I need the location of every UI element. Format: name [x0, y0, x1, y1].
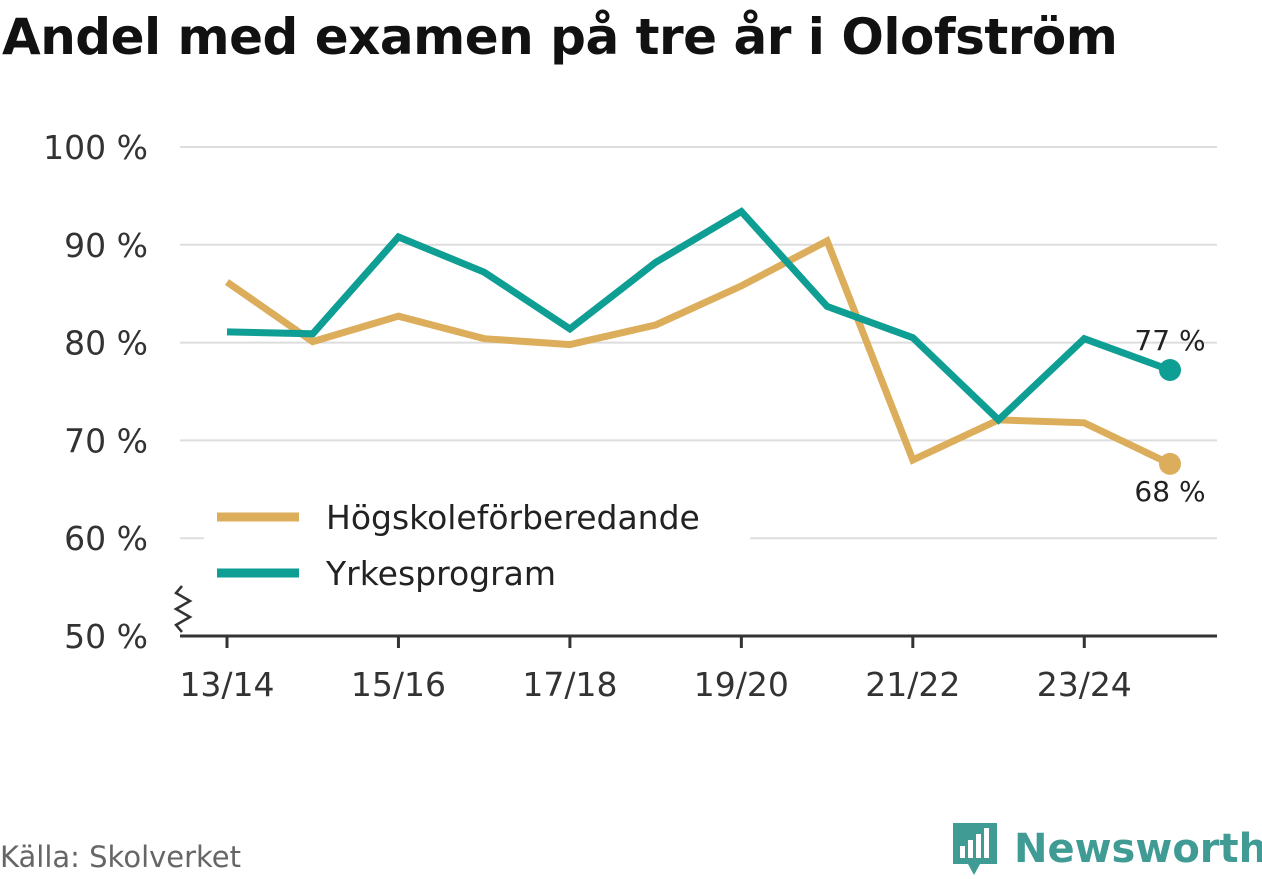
end-labels: 68 % 77 %: [1134, 324, 1205, 508]
brand-logo: Newsworthy: [950, 820, 1262, 878]
grid-lines: [180, 146, 1217, 540]
source-note: Källa: Skolverket: [0, 840, 242, 874]
legend-label: Högskoleförberedande: [326, 498, 700, 537]
chart-title: Andel med examen på tre år i Olofström: [2, 8, 1118, 66]
y-tick-label: 100 %: [43, 128, 148, 167]
x-tick-label: 15/16: [351, 665, 446, 704]
y-tick-label: 50 %: [64, 617, 148, 656]
x-tick-label: 19/20: [694, 665, 789, 704]
y-axis-tick-labels: 100 % 90 % 80 % 70 % 60 % 50 %: [43, 128, 148, 656]
end-value-label: 68 %: [1134, 475, 1205, 508]
legend-label: Yrkesprogram: [325, 554, 556, 593]
axis-break-icon: [173, 585, 193, 633]
end-point-marker: [1159, 452, 1181, 475]
series-lines: [225, 207, 1181, 475]
legend: Högskoleförberedande Yrkesprogram: [204, 492, 750, 593]
brand-name: Newsworthy: [1014, 826, 1262, 872]
end-value-label: 77 %: [1134, 324, 1205, 357]
y-tick-label: 80 %: [64, 324, 148, 363]
series-line: [225, 235, 1172, 468]
end-point-marker: [1159, 358, 1181, 381]
x-tick-label: 23/24: [1037, 665, 1132, 704]
series-line: [226, 207, 1172, 425]
x-axis: 13/14 15/16 17/18 19/20 21/22 23/24: [173, 585, 1217, 704]
y-tick-label: 90 %: [64, 226, 148, 265]
y-tick-label: 60 %: [64, 519, 148, 558]
y-tick-label: 70 %: [64, 421, 148, 460]
x-tick-label: 21/22: [865, 665, 960, 704]
newsworthy-logo-icon: [953, 823, 997, 875]
x-tick-label: 17/18: [522, 665, 617, 704]
x-tick-label: 13/14: [179, 665, 274, 704]
